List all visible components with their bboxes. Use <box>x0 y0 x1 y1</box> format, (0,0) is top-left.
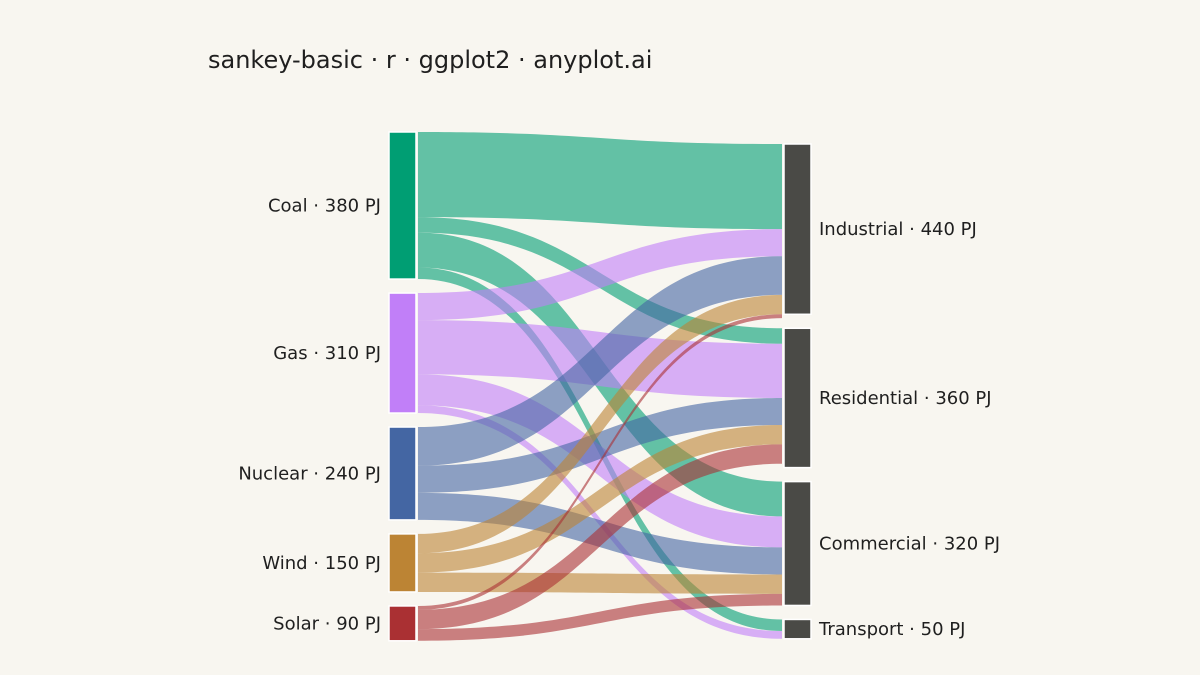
source-label-wind: Wind · 150 PJ <box>262 553 381 574</box>
source-label-solar: Solar · 90 PJ <box>273 613 381 634</box>
flow-links <box>418 132 782 641</box>
link-solar-to-industrial <box>418 314 782 610</box>
source-node-coal <box>388 131 417 280</box>
link-wind-to-commercial <box>418 572 782 594</box>
chart-title: sankey-basic · r · ggplot2 · anyplot.ai <box>208 46 652 74</box>
source-label-nuclear: Nuclear · 240 PJ <box>238 463 381 484</box>
link-coal-to-industrial <box>418 132 782 230</box>
link-wind-to-industrial <box>418 294 782 554</box>
link-gas-to-industrial <box>418 229 782 321</box>
source-label-gas: Gas · 310 PJ <box>273 343 381 364</box>
source-node-wind <box>388 533 417 593</box>
source-label-coal: Coal · 380 PJ <box>268 196 381 217</box>
target-node-residential <box>783 327 812 469</box>
flow-nodes <box>388 131 812 642</box>
target-label-residential: Residential · 360 PJ <box>819 388 992 409</box>
target-node-commercial <box>783 480 812 607</box>
link-nuclear-to-industrial <box>418 256 782 466</box>
target-node-industrial <box>783 143 812 316</box>
link-solar-to-commercial <box>418 593 782 641</box>
source-node-solar <box>388 605 417 642</box>
link-solar-to-residential <box>418 444 782 630</box>
source-node-gas <box>388 292 417 414</box>
target-label-commercial: Commercial · 320 PJ <box>819 534 1000 555</box>
source-node-nuclear <box>388 426 417 521</box>
target-node-transport <box>783 618 812 640</box>
target-label-industrial: Industrial · 440 PJ <box>819 219 977 240</box>
link-nuclear-to-residential <box>418 397 782 493</box>
node-labels: Coal · 380 PJ Gas · 310 PJ Nuclear · 240 P… <box>238 196 1000 641</box>
link-wind-to-residential <box>418 425 782 573</box>
target-label-transport: Transport · 50 PJ <box>818 619 965 640</box>
